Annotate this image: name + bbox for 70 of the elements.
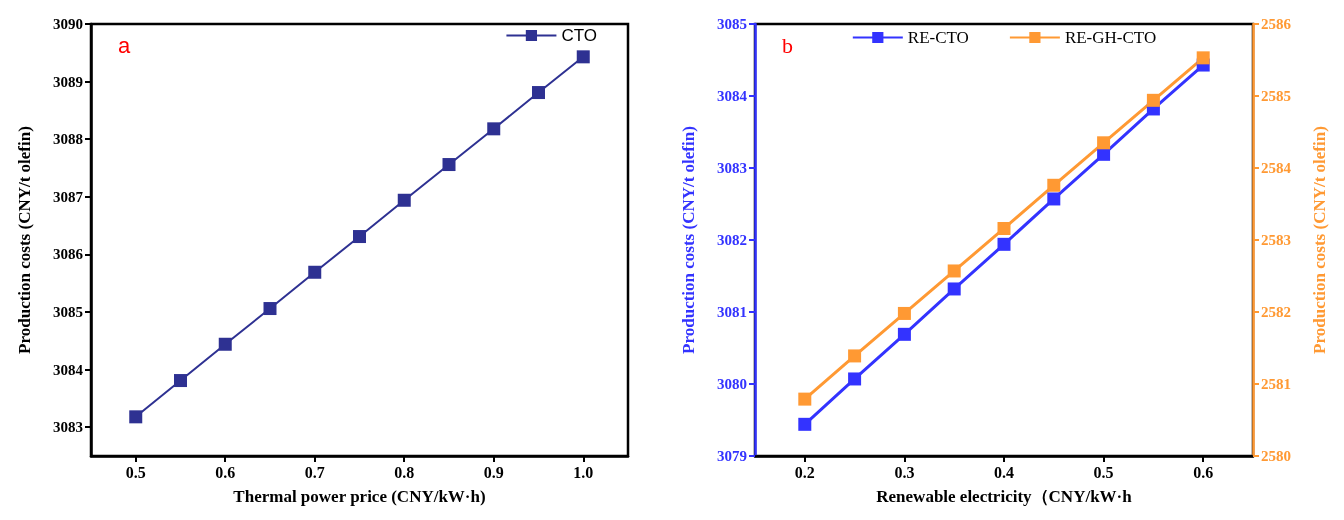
- y-tick-label: 3084: [53, 361, 84, 378]
- point: [1097, 147, 1111, 161]
- point: [308, 265, 322, 279]
- legend-label: RE-CTO: [907, 28, 969, 47]
- point: [1196, 51, 1210, 65]
- x-tick-label: 0.2: [794, 463, 815, 481]
- point: [997, 237, 1011, 251]
- y-tick-label: 3083: [717, 160, 747, 176]
- y2-tick-label: 2584: [1261, 160, 1292, 176]
- point: [947, 282, 961, 296]
- y2-tick-label: 2582: [1261, 304, 1291, 320]
- x-tick-label: 0.6: [215, 463, 236, 481]
- x-tick-label: 0.9: [483, 463, 504, 481]
- y-tick-label: 3090: [53, 16, 83, 32]
- point: [263, 302, 277, 316]
- point: [848, 372, 862, 386]
- y2-tick-label: 2586: [1261, 16, 1292, 32]
- x-tick-label: 0.8: [394, 463, 415, 481]
- x-axis-title: Thermal power price (CNY/kW·h): [233, 487, 486, 506]
- y-axis-title: Production costs (CNY/t olefin): [15, 126, 34, 354]
- y-tick-label: 3079: [717, 448, 747, 464]
- x-tick-label: 0.6: [1193, 463, 1214, 481]
- point: [174, 374, 187, 388]
- point: [1047, 178, 1061, 192]
- point: [848, 349, 862, 363]
- annotation: b: [782, 32, 793, 58]
- point: [1146, 93, 1160, 107]
- y2-tick-label: 2583: [1261, 232, 1291, 248]
- y-tick-label: 3085: [717, 16, 747, 32]
- point: [576, 50, 590, 64]
- point: [897, 327, 911, 341]
- y-tick-label: 3084: [717, 88, 748, 104]
- y-tick-label: 3083: [53, 419, 83, 436]
- y-tick-label: 3086: [53, 246, 84, 263]
- point: [397, 193, 411, 207]
- point: [798, 417, 812, 431]
- y-tick-label: 3085: [53, 304, 83, 320]
- point: [353, 230, 366, 244]
- y-tick-label: 3081: [717, 304, 747, 320]
- point: [1097, 136, 1111, 150]
- y2-tick-label: 2585: [1261, 88, 1291, 104]
- y2-tick-label: 2580: [1261, 448, 1291, 464]
- point: [798, 392, 812, 406]
- point: [947, 264, 961, 278]
- y-tick-label: 3089: [53, 73, 83, 90]
- x-tick-label: 0.5: [1093, 463, 1114, 481]
- point: [997, 221, 1011, 235]
- x-tick-label: 0.4: [994, 463, 1014, 481]
- point: [442, 158, 456, 172]
- annotation: a: [118, 32, 131, 58]
- y-tick-label: 3082: [717, 232, 747, 248]
- y-tick-label: 3088: [53, 131, 83, 148]
- point: [1047, 192, 1061, 206]
- point: [897, 306, 911, 320]
- y-axis-title: Production costs (CNY/t olefin): [679, 126, 698, 354]
- y2-axis-title: Production costs (CNY/t olefin): [1310, 126, 1329, 354]
- y-tick-label: 3080: [717, 376, 747, 392]
- x-axis-title: Renewable electricity（CNY/kW·h: [876, 487, 1133, 506]
- x-tick-label: 1.0: [573, 463, 594, 481]
- point: [129, 410, 143, 424]
- point: [532, 86, 545, 100]
- y-tick-label: 3087: [53, 188, 84, 205]
- x-tick-label: 0.5: [125, 463, 146, 481]
- legend-label: RE-GH-CTO: [1064, 28, 1157, 47]
- point: [487, 122, 501, 136]
- point: [218, 337, 232, 351]
- x-tick-label: 0.3: [894, 463, 915, 481]
- y2-tick-label: 2581: [1261, 376, 1291, 392]
- x-tick-label: 0.7: [304, 463, 325, 481]
- legend-label: CTO: [561, 26, 597, 45]
